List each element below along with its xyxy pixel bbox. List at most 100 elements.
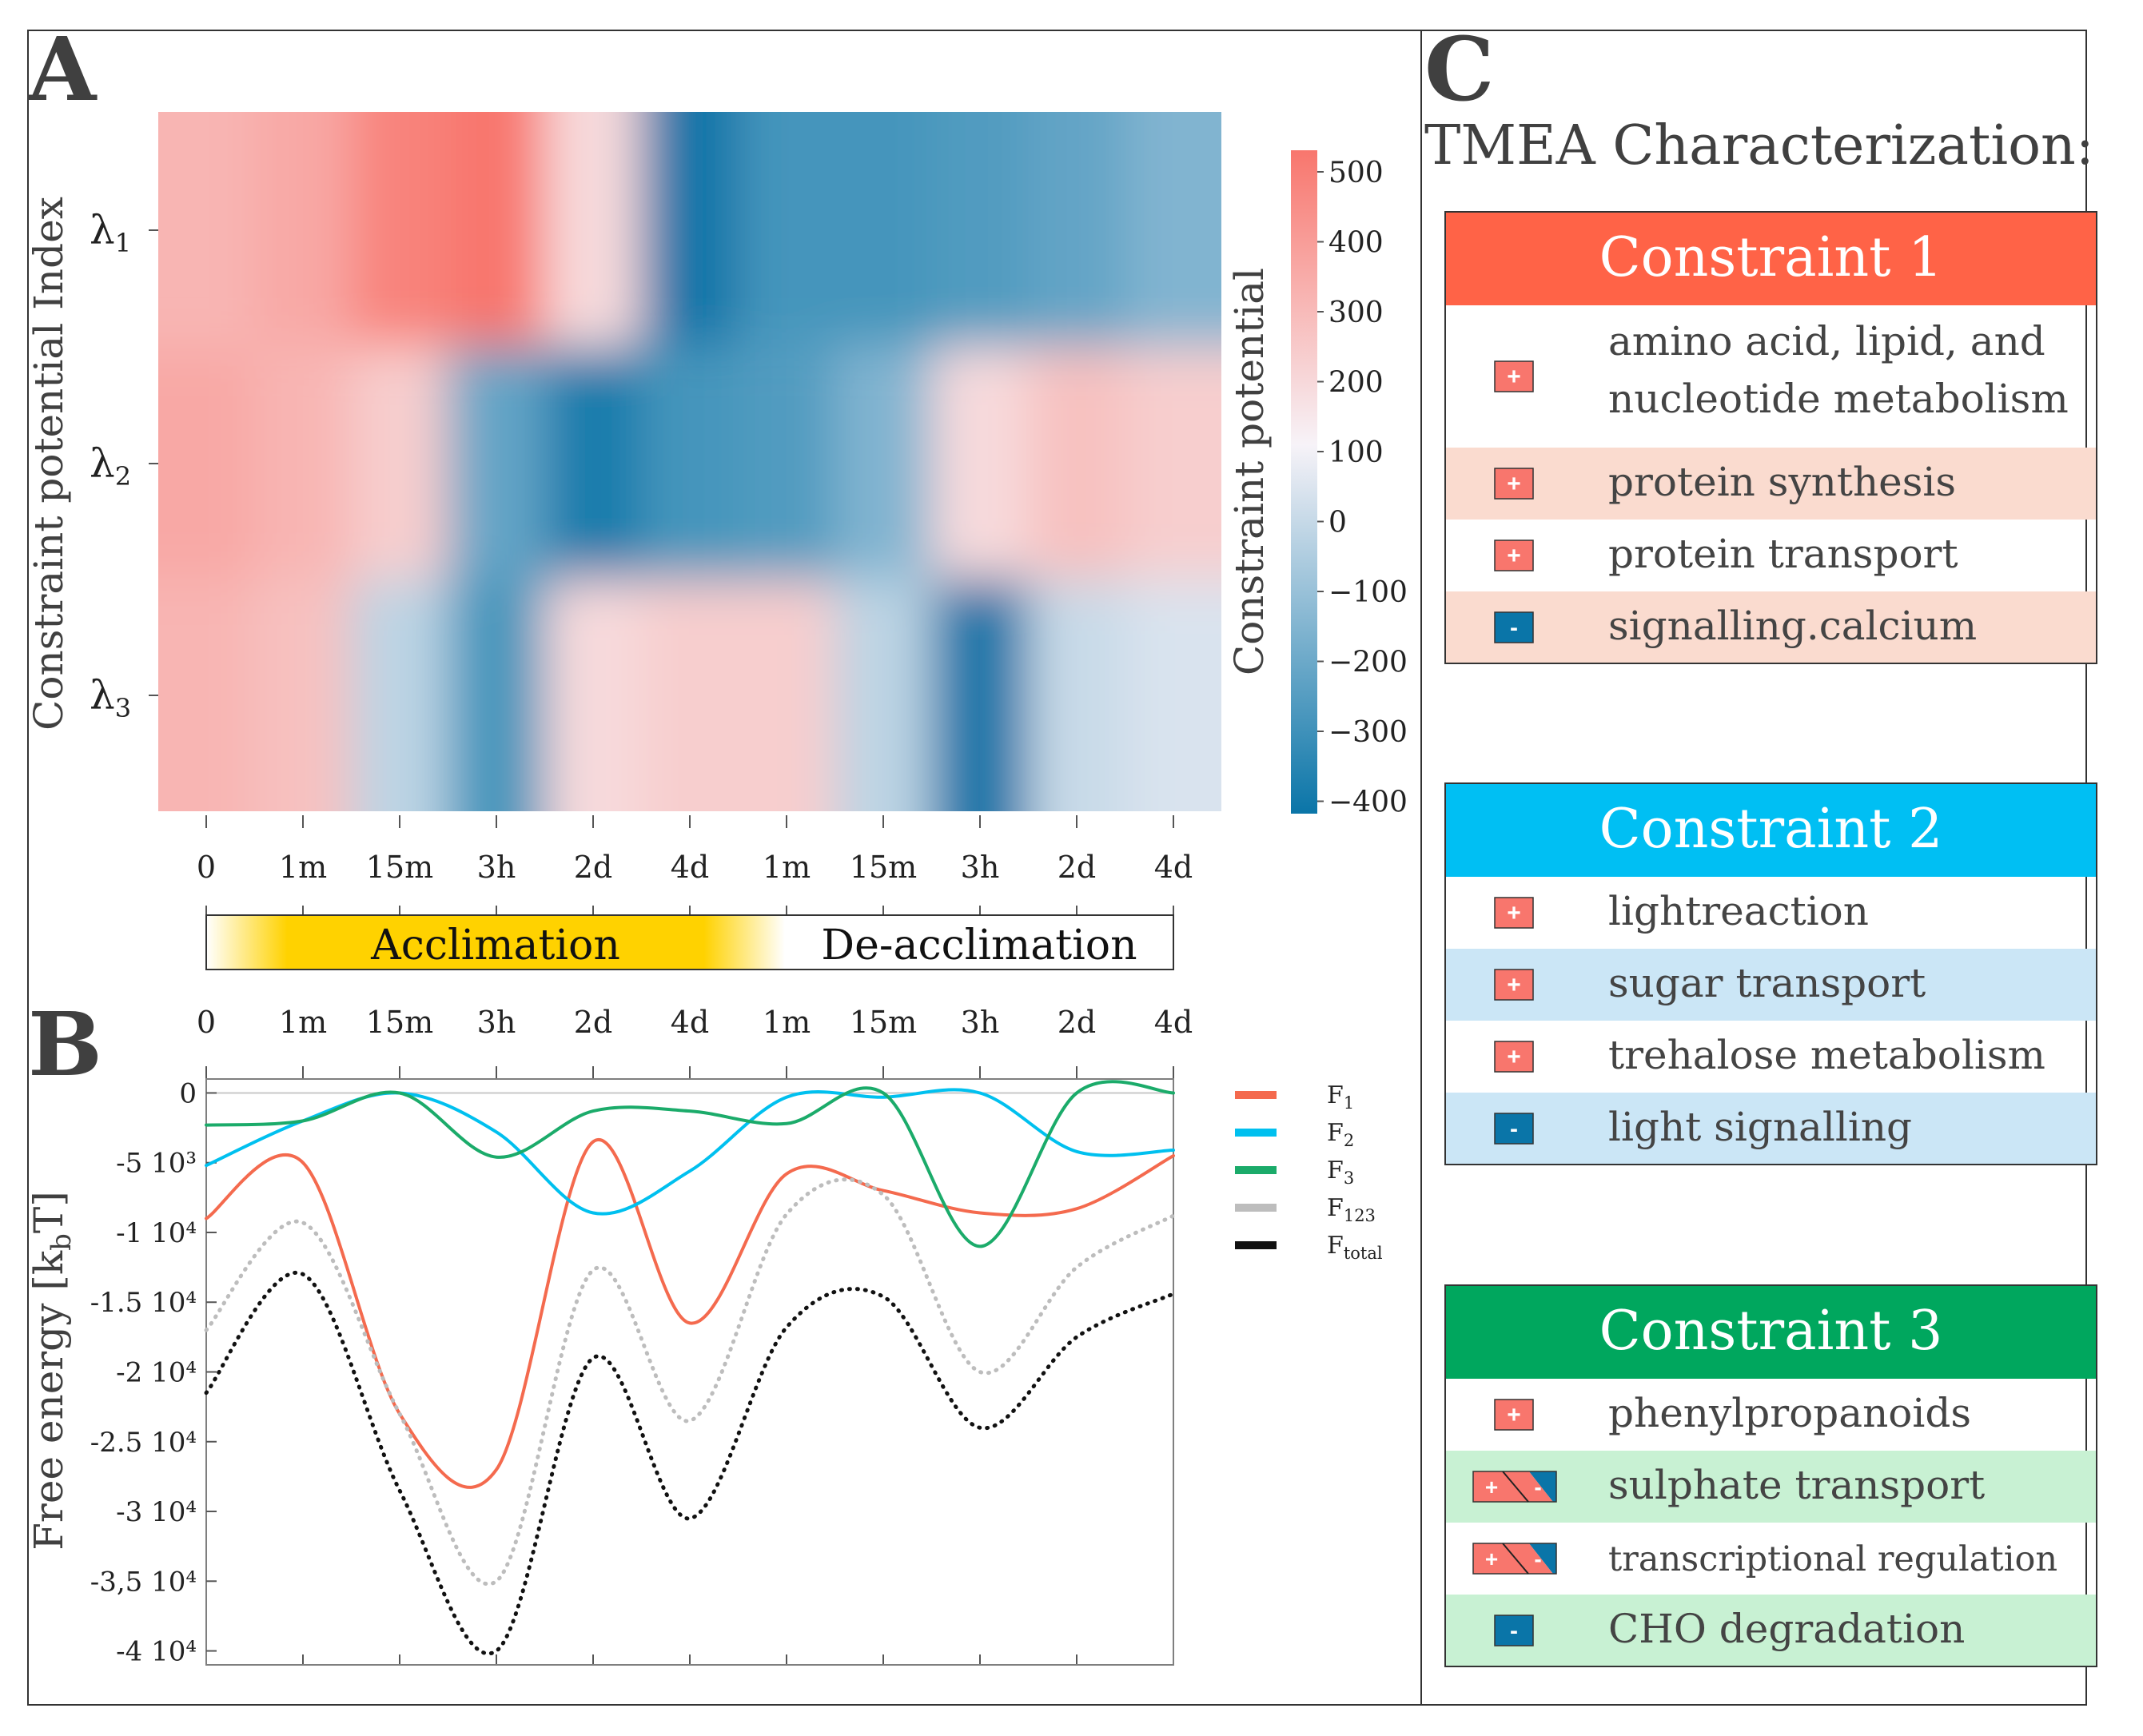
badge-sign: + — [1507, 471, 1521, 497]
legend-label-name: F — [1327, 1081, 1344, 1109]
heatmap-x-axis: 0 1m 15m 3h 2d 4d 1m 15m 3h 2d 4d — [197, 815, 1193, 915]
constraint-header — [1445, 783, 2097, 877]
plus-badge — [1494, 540, 1534, 571]
colorbar-title: Constraint potential — [1226, 268, 1273, 675]
plus-badge — [1494, 897, 1534, 929]
legend-label-sub: total — [1344, 1244, 1383, 1263]
colorbar — [1291, 150, 1317, 814]
mixed-badge-frame — [1472, 1471, 1557, 1503]
heatmap-cell — [738, 579, 835, 811]
heatmap-row-label: λ1 — [90, 207, 131, 258]
heatmap-cell — [641, 579, 739, 811]
line-y-label: -1 10⁴ — [116, 1217, 197, 1249]
constraint-header — [1445, 212, 2097, 305]
heatmap-cell — [834, 347, 932, 580]
item-label: CHO degradation — [1608, 1606, 1965, 1652]
heatmap-cells — [158, 112, 1221, 811]
legend-label-sub: 123 — [1344, 1206, 1376, 1225]
heatmap-cell — [544, 347, 642, 580]
heatmap-cell — [158, 112, 255, 347]
minus-badge — [1494, 611, 1534, 643]
heatmap-cell — [448, 347, 545, 580]
item-row-bg — [1445, 1595, 2097, 1666]
line-x-label: 15m — [850, 1005, 917, 1040]
badge-sign: + — [1507, 972, 1521, 998]
line-x-label: 4d — [1154, 1005, 1193, 1040]
line-y-label: -4 10⁴ — [116, 1636, 197, 1668]
item-label: trehalose metabolism — [1608, 1032, 2045, 1078]
heatmap-x-label: 2d — [574, 850, 613, 885]
line-x-label: 4d — [671, 1005, 710, 1040]
heatmap-row-label: λ3 — [90, 672, 131, 723]
badge-sign: - — [1510, 1618, 1518, 1644]
colorbar-tick-label: 200 — [1328, 367, 1384, 400]
item-label: sulphate transport — [1608, 1462, 1985, 1508]
badge-sign: - — [1510, 615, 1518, 641]
item-label: protein transport — [1608, 531, 1958, 577]
heatmap-cell — [931, 112, 1029, 347]
line-y-axis: 0 -5 10³ -1 10⁴ -1.5 10⁴ -2 10⁴ -2.5 10⁴ -3 10… — [90, 1077, 1173, 1668]
heatmap-row-label-index: 3 — [115, 693, 131, 723]
heatmap-x-label: 3h — [961, 850, 1000, 885]
legend-label: F123 — [1327, 1194, 1376, 1225]
heatmap-cell — [834, 112, 932, 347]
heatmap-cell — [1125, 347, 1221, 580]
line-ylabel: Free energy [kbT] — [26, 1191, 78, 1551]
plus-badge — [1494, 969, 1534, 1001]
plus-badge — [1494, 1399, 1534, 1431]
badge-sign: - — [1534, 1475, 1541, 1499]
constraint-box-frame — [1444, 782, 2097, 1165]
heatmap-x-label: 1m — [279, 850, 327, 885]
tmea-title: TMEA Characterization: — [1424, 114, 2094, 177]
constraint-header — [1445, 1285, 2097, 1379]
heatmap-cell — [1125, 579, 1221, 811]
heatmap-cell — [158, 579, 255, 811]
minus-badge — [1494, 1615, 1534, 1646]
mixed-badge-minus — [1529, 1471, 1556, 1502]
item-label: lightreaction — [1608, 888, 1869, 934]
legend-label-name: F — [1327, 1232, 1344, 1260]
item-label: signalling.calcium — [1608, 603, 1977, 649]
line-ylabel-suffix: T] — [26, 1191, 72, 1233]
series-line — [205, 1088, 1175, 1216]
item-row-bg — [1445, 949, 2097, 1021]
item-label: sugar transport — [1608, 960, 1926, 1006]
item-label: light signalling — [1608, 1104, 1912, 1150]
heatmap-x-label: 4d — [1154, 850, 1193, 885]
heatmap-row-label-symbol: λ — [90, 207, 115, 253]
badge-sign: + — [1507, 543, 1521, 569]
constraint-box-frame — [1444, 211, 2097, 664]
line-x-label: 15m — [366, 1005, 433, 1040]
heatmap-cell — [1028, 347, 1125, 580]
constraint-box: Constraint 2 + lightreaction + sugar transpo… — [1444, 782, 2097, 1165]
heatmap-row-label-symbol: λ — [90, 440, 115, 487]
colorbar-tick-label: −200 — [1328, 647, 1408, 679]
heatmap-x-label: 0 — [197, 850, 216, 885]
line-series — [204, 1080, 1176, 1656]
heatmap-cell — [834, 579, 932, 811]
badge-sign: + — [1507, 364, 1521, 390]
legend-label: F2 — [1327, 1119, 1354, 1150]
colorbar-tick-label: 100 — [1328, 436, 1384, 469]
item-label: phenylpropanoids — [1608, 1390, 1971, 1436]
line-x-label: 1m — [763, 1005, 811, 1040]
heatmap-cell — [351, 579, 448, 811]
heatmap-cell — [254, 347, 352, 580]
constraint-title: Constraint 2 — [1599, 798, 1943, 861]
badge-sign: + — [1507, 1044, 1521, 1070]
heatmap-x-label: 15m — [850, 850, 917, 885]
legend-label-name: F — [1327, 1194, 1344, 1222]
mixed-badge-divider — [1502, 1543, 1529, 1575]
plus-badge — [1494, 468, 1534, 500]
constraint-box: Constraint 1 + amino acid, lipid, and nucle… — [1444, 211, 2097, 664]
tmea-boxes: Constraint 1 + amino acid, lipid, and nucle… — [1444, 211, 2097, 1667]
panel-label-c: C — [1424, 18, 1495, 121]
badge-sign: + — [1507, 900, 1521, 926]
legend-label-sub: 1 — [1344, 1093, 1354, 1113]
constraint-title: Constraint 3 — [1599, 1300, 1943, 1363]
series-line — [204, 1270, 1176, 1656]
item-row-bg — [1445, 448, 2097, 520]
legend-label-name: F — [1327, 1119, 1344, 1147]
heatmap-cell — [738, 112, 835, 347]
legend-label: Ftotal — [1327, 1232, 1383, 1263]
